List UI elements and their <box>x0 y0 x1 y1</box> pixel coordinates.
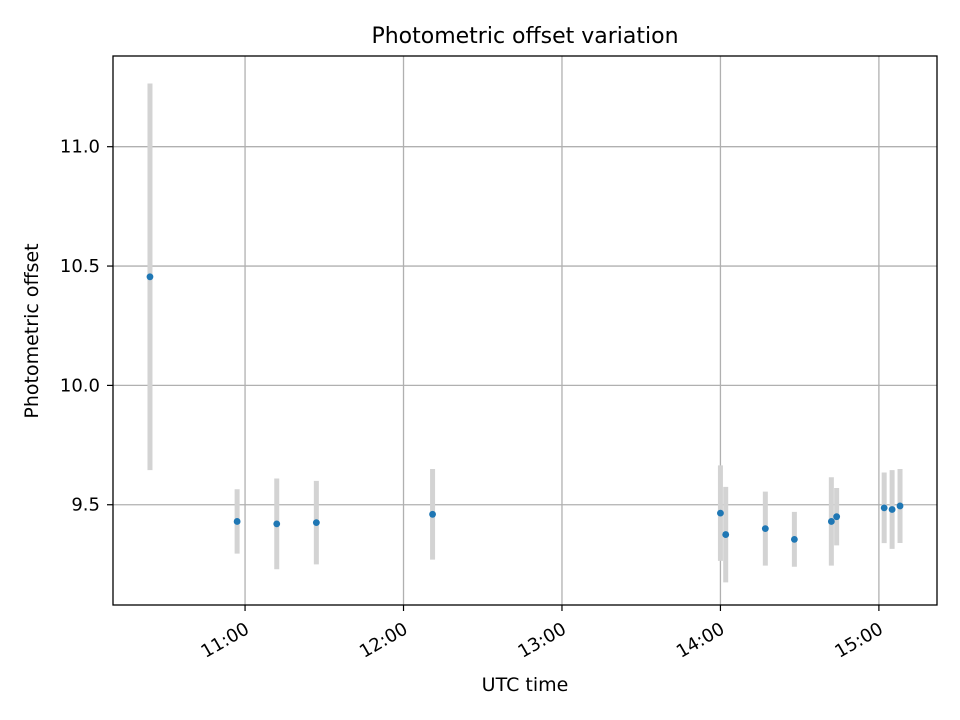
data-points <box>146 273 904 543</box>
grid <box>113 56 937 605</box>
y-tick-label: 9.5 <box>71 495 100 516</box>
chart-title: Photometric offset variation <box>371 24 678 49</box>
data-point <box>722 531 730 538</box>
data-point <box>827 518 835 525</box>
data-point <box>312 519 320 527</box>
plot-frame <box>112 55 938 606</box>
data-point <box>146 273 154 281</box>
y-axis-label: Photometric offset <box>21 243 43 418</box>
x-axis-label: UTC time <box>482 674 569 696</box>
data-point <box>833 513 841 521</box>
data-point <box>888 506 896 513</box>
y-tick-label: 11.0 <box>60 137 100 158</box>
data-point <box>717 509 724 517</box>
data-point <box>790 535 798 543</box>
data-point <box>233 518 241 525</box>
data-point <box>896 502 904 510</box>
data-point <box>429 510 436 518</box>
data-point <box>273 520 281 528</box>
y-axis-ticks: 9.5 10.0 10.5 11.0 <box>60 137 113 516</box>
data-point <box>880 504 888 512</box>
y-tick-label: 10.5 <box>60 256 100 277</box>
data-point <box>761 525 769 533</box>
y-tick-label: 10.0 <box>60 375 100 396</box>
